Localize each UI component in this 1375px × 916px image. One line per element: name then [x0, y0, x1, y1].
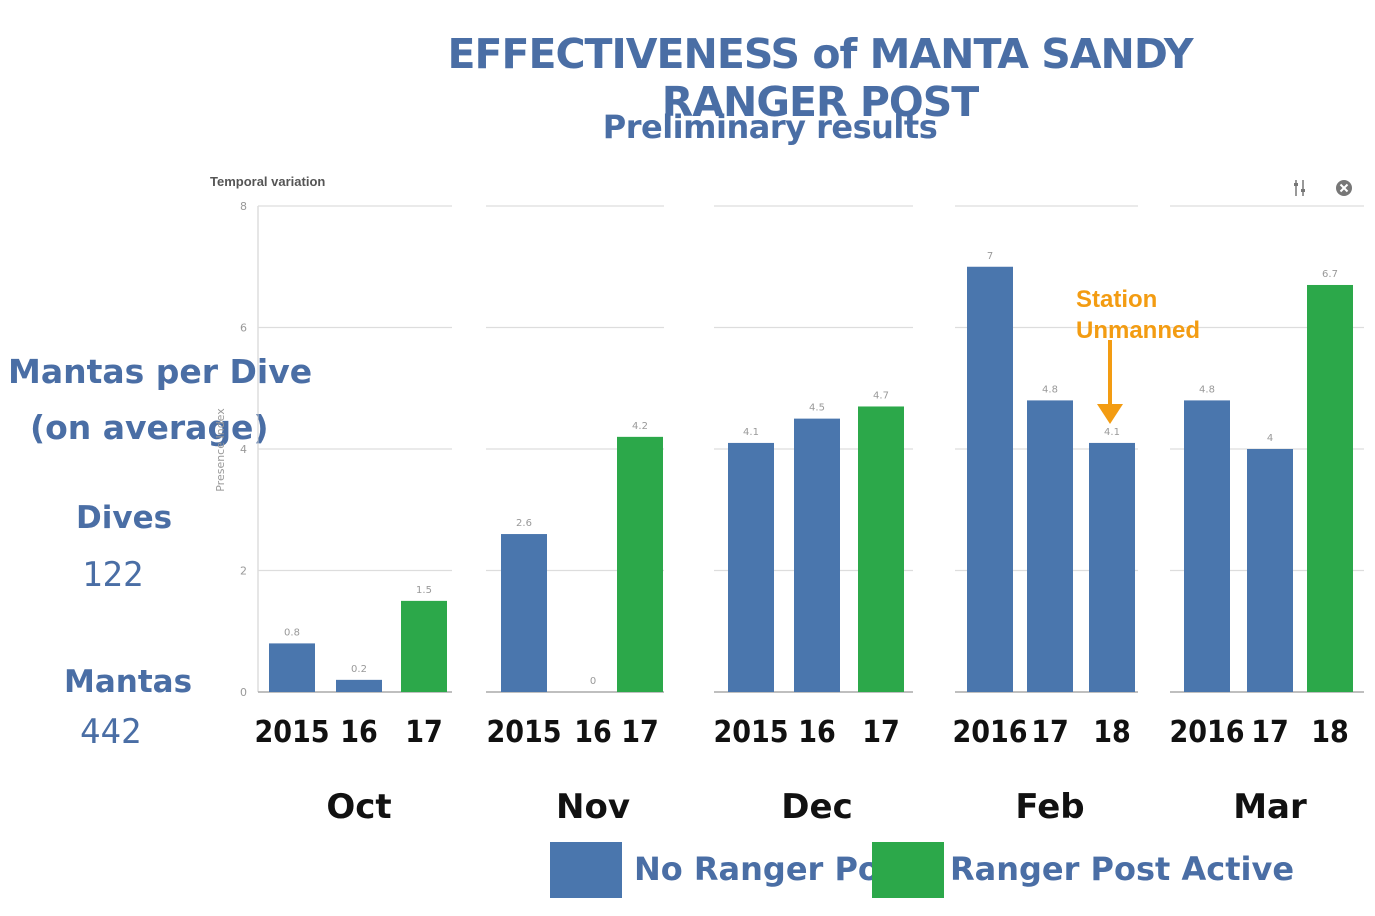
legend-swatch-ranger-active	[872, 842, 944, 898]
bar	[401, 600, 447, 692]
data-label: 4.7	[873, 390, 889, 401]
annotation-station-unmanned: Station Unmanned	[1076, 284, 1200, 346]
annotation-arrow-head	[1097, 404, 1123, 424]
data-label: 4	[1267, 433, 1273, 444]
x-tick-year-label: 16	[574, 715, 612, 750]
mantas-label: Mantas	[64, 664, 193, 700]
bar	[1089, 442, 1135, 692]
data-label: 4.1	[1104, 427, 1120, 438]
bar	[1307, 284, 1353, 692]
data-label: 4.8	[1042, 384, 1058, 395]
y-tick-label: 4	[240, 443, 247, 456]
x-month-label: Dec	[781, 787, 852, 827]
bar	[617, 436, 663, 692]
bar	[858, 406, 904, 692]
bar	[336, 679, 382, 692]
annotation-line2: Unmanned	[1076, 317, 1201, 344]
bar	[794, 418, 840, 692]
x-month-label: Feb	[1015, 787, 1084, 827]
x-tick-year-label: 2015	[254, 715, 329, 750]
x-tick-year-label: 2015	[486, 715, 561, 750]
x-tick-year-label: 18	[1093, 715, 1131, 750]
x-tick-year-label: 2016	[1169, 715, 1244, 750]
side-heading-line2: (on average)	[30, 408, 269, 447]
x-tick-year-label: 17	[621, 715, 659, 750]
bar	[501, 534, 547, 692]
y-tick-label: 2	[240, 565, 247, 578]
panel-label: Temporal variation	[210, 174, 326, 189]
page-subtitle: Preliminary results	[602, 108, 938, 146]
x-tick-year-label: 18	[1311, 715, 1349, 750]
bar	[1247, 449, 1293, 692]
data-label: 4.1	[743, 427, 759, 438]
data-label: 2.6	[516, 518, 532, 529]
data-label: 1.5	[416, 585, 432, 596]
side-heading-line1: Mantas per Dive	[8, 352, 313, 391]
close-icon[interactable]	[1334, 178, 1354, 198]
data-label: 4.2	[632, 421, 648, 432]
data-label: 4.8	[1199, 384, 1215, 395]
x-month-label: Nov	[556, 787, 630, 827]
bar	[967, 266, 1013, 692]
sliders-icon[interactable]	[1290, 178, 1310, 198]
data-label: 6.7	[1322, 269, 1338, 280]
data-label: 0.2	[351, 664, 367, 675]
data-label: 7	[987, 251, 993, 262]
x-tick-year-label: 2015	[713, 715, 788, 750]
bar	[1184, 400, 1230, 692]
data-label: 0.8	[284, 627, 300, 638]
annotation-line1: Station	[1076, 286, 1158, 313]
y-tick-label: 8	[240, 200, 247, 213]
x-tick-year-label: 16	[340, 715, 378, 750]
data-label: 0	[590, 676, 596, 687]
y-axis-title: Presence Index	[214, 408, 227, 492]
bar	[1027, 400, 1073, 692]
dives-value: 122	[82, 555, 144, 595]
y-tick-label: 0	[240, 686, 247, 699]
bar	[269, 643, 315, 692]
x-tick-year-label: 17	[405, 715, 443, 750]
legend-label-no-ranger: No Ranger Post	[634, 850, 915, 888]
legend-label-ranger-active: Ranger Post Active	[950, 850, 1295, 888]
legend-swatch-no-ranger	[550, 842, 622, 898]
x-month-label: Mar	[1233, 787, 1307, 827]
x-month-label: Oct	[326, 787, 391, 827]
y-tick-label: 6	[240, 322, 247, 335]
dives-label: Dives	[76, 500, 173, 536]
mantas-value: 442	[80, 712, 142, 752]
x-tick-year-label: 2016	[952, 715, 1027, 750]
x-tick-year-label: 17	[862, 715, 900, 750]
x-tick-year-label: 17	[1251, 715, 1289, 750]
bar	[728, 442, 774, 692]
page-title: EFFECTIVENESS of MANTA SANDY RANGER POST	[447, 30, 1193, 126]
data-label: 4.5	[809, 403, 825, 414]
x-tick-year-label: 17	[1031, 715, 1069, 750]
x-tick-year-label: 16	[798, 715, 836, 750]
